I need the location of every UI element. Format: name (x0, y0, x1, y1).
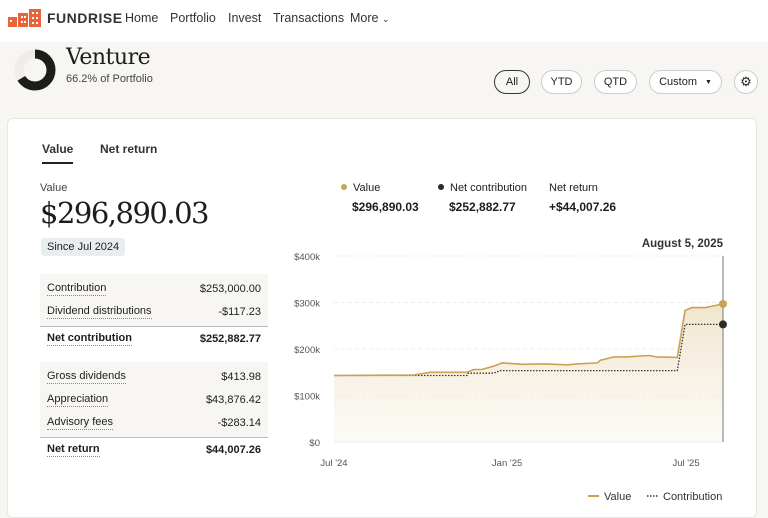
filter-custom-dropdown[interactable]: Custom ▼ (649, 70, 722, 94)
fundrise-logo[interactable]: FUNDRISE (8, 9, 123, 27)
brand-name: FUNDRISE (47, 10, 123, 26)
row-label[interactable]: Appreciation (47, 392, 109, 407)
nav-invest[interactable]: Invest (228, 11, 262, 25)
row-label[interactable]: Advisory fees (47, 415, 114, 430)
custom-label: Custom (659, 76, 697, 88)
nav-home[interactable]: Home (125, 11, 159, 25)
filter-all-button[interactable]: All (494, 70, 530, 94)
net-contribution-row: Net contribution $252,882.77 (40, 327, 268, 351)
value-dot-icon (341, 184, 347, 190)
top-nav: FUNDRISE Home Portfolio Invest Transacti… (0, 0, 768, 42)
tab-net-return[interactable]: Net return (100, 142, 158, 156)
row-label[interactable]: Contribution (47, 281, 107, 296)
total-value: $296,890.03 (40, 196, 210, 230)
row-value: -$283.14 (217, 416, 261, 429)
chevron-down-icon: ⌄ (381, 14, 390, 24)
legend-contribution-label: Net contribution (450, 182, 528, 194)
portfolio-share: 66.2% of Portfolio (66, 73, 153, 85)
table-row: Contribution $253,000.00 (40, 277, 268, 300)
chart-value: $296,890.03 (352, 200, 419, 214)
row-value: -$117.23 (218, 305, 261, 318)
filter-ytd-button[interactable]: YTD (541, 70, 582, 94)
return-table: Gross dividends $413.98 Appreciation $43,8… (40, 362, 268, 462)
since-badge: Since Jul 2024 (41, 238, 126, 256)
tab-value[interactable]: Value (42, 142, 74, 164)
row-value: $43,876.42 (205, 393, 261, 406)
table-row: Advisory fees -$283.14 (40, 411, 268, 434)
nav-transactions[interactable]: Transactions (273, 11, 345, 25)
row-label[interactable]: Net contribution (47, 332, 132, 346)
contribution-table: Contribution $253,000.00 Dividend distrib… (40, 274, 268, 351)
contribution-dot-icon (438, 184, 444, 190)
row-label[interactable]: Gross dividends (47, 369, 126, 384)
table-row: Gross dividends $413.98 (40, 365, 268, 388)
row-label[interactable]: Dividend distributions (47, 304, 152, 319)
row-value: $413.98 (221, 370, 261, 383)
row-value: $253,000.00 (199, 282, 261, 295)
portfolio-share-donut (14, 49, 56, 91)
legend-value-label: Value (353, 182, 381, 194)
nav-more-label: More (350, 11, 379, 25)
table-row: Appreciation $43,876.42 (40, 388, 268, 411)
table-row: Dividend distributions -$117.23 (40, 300, 268, 323)
buildings-logo-icon (8, 9, 41, 27)
chart-net-return: +$44,007.26 (549, 200, 617, 214)
value-label: Value (40, 182, 68, 194)
caret-down-icon: ▼ (704, 78, 712, 86)
chart-contribution: $252,882.77 (449, 200, 516, 214)
legend-contribution: Net contribution (438, 182, 527, 194)
page-title: Venture (66, 45, 151, 70)
settings-button[interactable]: ⚙ (734, 70, 758, 94)
nav-more[interactable]: More ⌄ (350, 11, 390, 25)
row-value: $44,007.26 (205, 444, 261, 456)
legend-net-return: Net return (549, 182, 598, 194)
net-return-row: Net return $44,007.26 (40, 438, 268, 462)
row-label[interactable]: Net return (47, 443, 100, 457)
gear-icon: ⚙ (740, 74, 752, 89)
nav-portfolio[interactable]: Portfolio (170, 11, 216, 25)
row-value: $252,882.77 (199, 333, 261, 345)
filter-qtd-button[interactable]: QTD (594, 70, 637, 94)
legend-value: Value (341, 182, 380, 194)
